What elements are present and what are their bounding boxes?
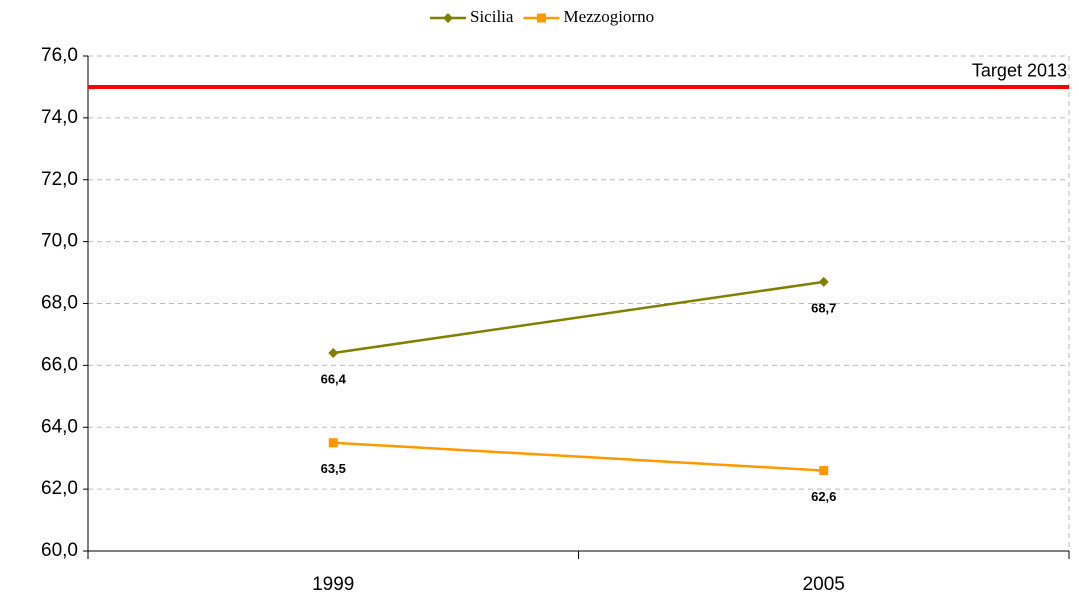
reference-label: Target 2013 <box>972 61 1067 81</box>
series-line <box>333 280 824 355</box>
value-label: 63,5 <box>321 461 346 476</box>
marker <box>818 276 829 287</box>
y-tick-label: 74,0 <box>41 107 78 128</box>
marker <box>819 466 829 476</box>
y-tick-label: 76,0 <box>41 45 78 66</box>
y-tick-label: 66,0 <box>41 354 78 375</box>
y-tick-label: 64,0 <box>41 416 78 437</box>
y-tick-label: 70,0 <box>41 231 78 252</box>
value-label: 62,6 <box>811 489 836 504</box>
legend-marker <box>443 13 453 23</box>
value-label: 66,4 <box>321 371 347 386</box>
marker <box>328 438 338 448</box>
y-tick-label: 62,0 <box>41 478 78 499</box>
marker <box>328 348 339 358</box>
series-line <box>333 441 824 472</box>
legend-label: Mezzogiorno <box>563 7 654 26</box>
y-tick-label: 72,0 <box>41 169 78 190</box>
y-tick-label: 60,0 <box>41 540 78 561</box>
y-tick-label: 68,0 <box>41 293 78 314</box>
x-tick-label: 1999 <box>312 574 354 595</box>
legend-marker <box>536 13 546 23</box>
value-label: 68,7 <box>811 300 836 315</box>
legend-label: Sicilia <box>470 7 514 26</box>
x-tick-label: 2005 <box>803 574 845 595</box>
